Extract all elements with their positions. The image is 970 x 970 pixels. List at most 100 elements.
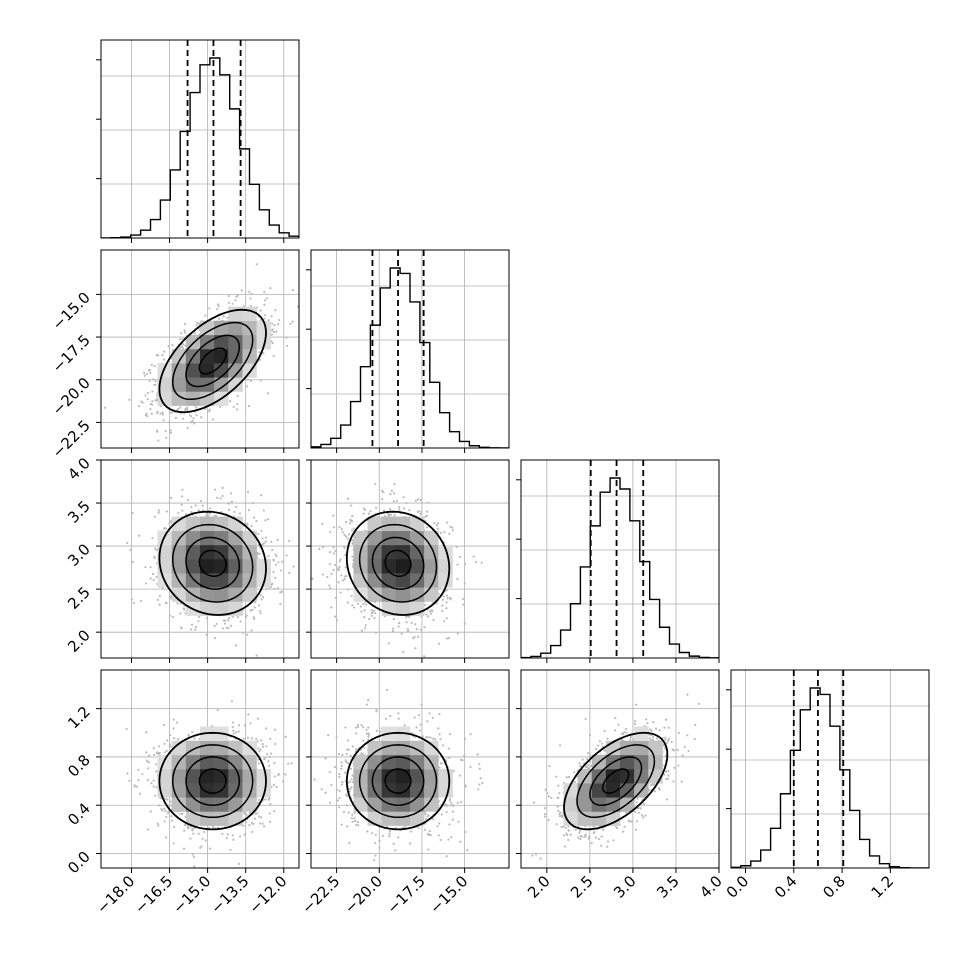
point [667,769,670,773]
point [351,555,354,558]
point [151,400,154,403]
density-cell [620,740,635,756]
point [270,333,273,336]
point [438,713,441,716]
point [263,290,266,294]
contour-0 [198,347,227,375]
point [235,505,238,509]
density-cell [242,306,257,322]
point [600,835,603,838]
density-cell [395,516,411,532]
density-cell [410,754,425,770]
density-cell [634,740,649,756]
density-cell [395,740,411,756]
point [597,837,601,841]
point [213,488,217,491]
point [441,609,444,613]
point [373,609,376,612]
density-cell [171,363,187,378]
point [313,778,316,781]
point [649,728,652,731]
point [103,406,107,409]
point [410,621,413,624]
point [267,760,270,763]
point [566,834,569,837]
point [236,395,239,398]
point [129,548,132,551]
point [474,560,478,564]
density-cell [381,740,397,756]
point [557,784,560,787]
x-tick-label: −22.5 [298,872,343,917]
density-cell [395,783,411,798]
point [340,767,343,770]
point [247,404,251,408]
point [418,729,421,732]
y-tick-label: −22.5 [49,416,94,461]
point [394,849,397,852]
point [269,802,272,806]
point [236,408,239,411]
density-cells [157,516,272,616]
point [157,511,160,514]
density-cell [171,516,187,532]
point [157,509,161,512]
point [373,859,376,862]
point [414,647,417,650]
grid-lines [311,459,509,658]
point [145,751,148,754]
point [263,317,266,320]
point [543,815,547,818]
point [543,812,547,816]
point [193,737,196,740]
point [635,703,638,706]
point [667,774,670,777]
point [259,612,262,615]
point [368,618,371,621]
density-cell [620,769,635,784]
point [413,736,416,739]
point [362,512,365,515]
point [255,263,258,266]
point [548,765,551,768]
point [640,814,644,817]
point [162,419,165,422]
density-cell [200,363,215,378]
point [255,654,258,657]
point [369,510,372,513]
point [231,721,235,724]
point [398,506,401,509]
panel-frame [100,459,300,659]
point [416,510,419,514]
point [451,529,455,532]
point [665,798,668,801]
density-cell [200,573,215,588]
x-tick-label: 0.0 [723,872,753,902]
point [561,815,564,819]
point [555,823,558,826]
density-cell [367,530,383,546]
point [167,345,170,348]
point [386,512,389,515]
point [406,627,410,631]
point [268,755,271,759]
density-cell [171,559,187,574]
point [445,855,448,858]
point [145,372,149,376]
point [350,595,353,598]
point [389,493,392,496]
point [606,840,610,843]
point [231,615,234,618]
point [187,827,190,830]
point [420,703,423,706]
density-cell [200,769,215,784]
point [664,718,668,721]
point [346,748,349,751]
point [192,417,195,420]
point [343,577,346,581]
density-cell [228,516,243,532]
point [191,853,194,856]
point [236,294,239,297]
x-tick-label: 3.5 [653,872,683,902]
point [579,838,582,841]
